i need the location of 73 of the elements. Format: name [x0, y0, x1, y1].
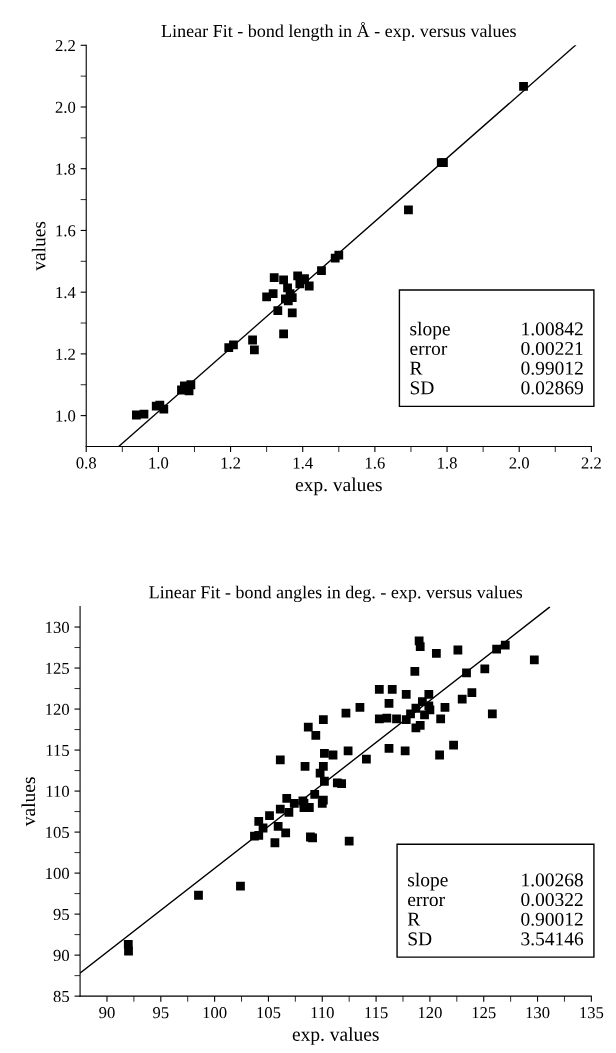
x-tick-label: 1.0	[149, 457, 169, 469]
y-tick-label: 1.0	[56, 410, 76, 422]
x-tick-label: 2.0	[509, 457, 529, 469]
y-tick-label: 85	[53, 990, 70, 1003]
point	[248, 335, 257, 345]
annotation: error	[410, 345, 448, 356]
point	[334, 250, 344, 260]
x-tick-label: 2.2	[581, 457, 601, 469]
y-tick-label: 2.2	[55, 40, 75, 52]
x-tick-label: 115	[365, 1007, 388, 1019]
annotation: R	[410, 361, 423, 375]
point	[279, 329, 288, 339]
point	[304, 281, 314, 291]
y-tick-label: 2.0	[55, 101, 76, 114]
point	[269, 273, 279, 283]
x-tick-label: 135	[580, 1007, 604, 1019]
annotation: 0.00322	[521, 893, 583, 907]
point	[295, 279, 305, 289]
y-tick-label: 125	[46, 662, 70, 674]
x-axis-title: exp. values	[292, 1027, 379, 1045]
point	[177, 385, 186, 395]
x-tick-label: 105	[257, 1007, 281, 1019]
annotation: 0.90012	[521, 912, 583, 926]
x-tick-label: 1.8	[438, 457, 457, 469]
point	[519, 81, 528, 91]
annotation: SD	[408, 932, 432, 946]
annotation: 0.99012	[521, 361, 583, 375]
x-tick-label: 120	[418, 1007, 442, 1019]
x-tick-label: 1.6	[365, 457, 385, 469]
x-tick-label: 100	[203, 1007, 227, 1019]
annotation: error	[408, 896, 445, 907]
annotation: 1.00842	[522, 322, 583, 336]
y-axis-title: values	[21, 777, 36, 827]
annotation: slope	[410, 321, 450, 340]
y-tick-label: 90	[53, 949, 70, 962]
y-tick-label: 1.4	[56, 286, 76, 299]
chart-title: Linear Fit - bond angles in deg. - exp. versus values	[149, 585, 523, 603]
point	[279, 275, 288, 285]
x-tick-label: 0.8	[76, 457, 97, 469]
annotation: 0.02869	[521, 381, 583, 395]
annotation: 0.00221	[521, 341, 583, 356]
point	[249, 345, 259, 355]
y-tick-label: 105	[46, 826, 70, 839]
annotation: SD	[410, 381, 434, 395]
y-tick-label: 120	[46, 703, 70, 715]
point	[287, 308, 297, 318]
y-axis-title: values	[31, 221, 46, 271]
y-tick-label: 110	[46, 785, 70, 798]
y-tick-label: 130	[46, 621, 70, 633]
annotation: 3.54146	[521, 932, 584, 946]
y-tick-label: 1.2	[56, 348, 75, 360]
x-tick-label: 1.4	[293, 457, 313, 469]
point	[268, 289, 278, 299]
x-tick-label: 125	[472, 1007, 496, 1019]
annotation: R	[407, 912, 421, 926]
x-axis-title: exp. values	[295, 477, 382, 496]
annotation: slope	[408, 872, 448, 891]
y-tick-label: 1.6	[56, 225, 76, 237]
point	[273, 306, 283, 316]
y-tick-label: 115	[46, 744, 70, 757]
x-tick-label: 1.2	[221, 457, 241, 469]
x-tick-label: 130	[526, 1007, 550, 1019]
point	[317, 266, 326, 275]
chart-title: Linear Fit - bond length in Å - exp. versus values	[161, 22, 516, 41]
x-tick-label: 110	[311, 1007, 334, 1019]
y-tick-label: 1.8	[56, 163, 76, 175]
y-tick-label: 95	[53, 908, 70, 921]
x-tick-label: 90	[99, 1007, 115, 1019]
annotation: 1.00268	[522, 873, 583, 887]
y-tick-label: 100	[46, 867, 70, 880]
point	[229, 340, 238, 350]
point	[404, 205, 413, 215]
x-tick-label: 95	[153, 1007, 169, 1019]
